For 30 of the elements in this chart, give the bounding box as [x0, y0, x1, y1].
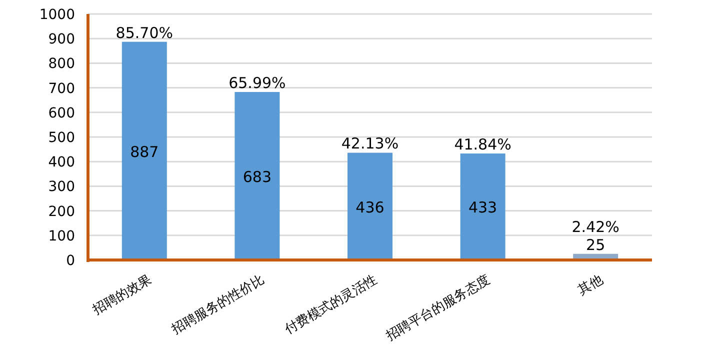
y-tick-label: 800 — [48, 56, 75, 72]
data-label: 683 — [242, 168, 272, 186]
data-label: 436 — [356, 198, 384, 216]
y-tick-label: 700 — [48, 80, 75, 97]
x-tick-label: 招聘的效果 — [90, 272, 154, 318]
data-label: 887 — [130, 142, 159, 161]
y-tick-label: 300 — [48, 179, 75, 196]
x-tick-label: 招聘服务的性价比 — [168, 272, 268, 338]
bar — [122, 42, 167, 260]
annotation: 85.70% — [116, 24, 173, 42]
annotation: 42.13% — [341, 134, 399, 153]
y-tick-label: 200 — [48, 204, 75, 220]
data-label: 433 — [468, 198, 498, 217]
bar — [234, 92, 280, 260]
y-tick-label: 0 — [66, 253, 75, 269]
bar — [348, 152, 392, 260]
y-tick-label: 600 — [48, 105, 75, 122]
x-tick-label: 其他 — [576, 272, 606, 298]
y-tick-label: 500 — [48, 130, 75, 146]
x-tick-label: 招聘平台的服务态度 — [382, 272, 493, 344]
y-tick-label: 100 — [48, 228, 75, 244]
data-label: 25 — [586, 236, 606, 254]
y-tick-label: 400 — [48, 154, 75, 171]
y-tick-label: 900 — [48, 32, 75, 48]
annotation: 65.99% — [228, 74, 286, 92]
bar — [460, 153, 506, 260]
annotation: 2.42% — [572, 218, 620, 236]
y-tick-label: 1000 — [39, 7, 75, 23]
x-tick-label: 付费模式的灵活性 — [282, 272, 380, 338]
annotation: 41.84% — [454, 135, 512, 154]
